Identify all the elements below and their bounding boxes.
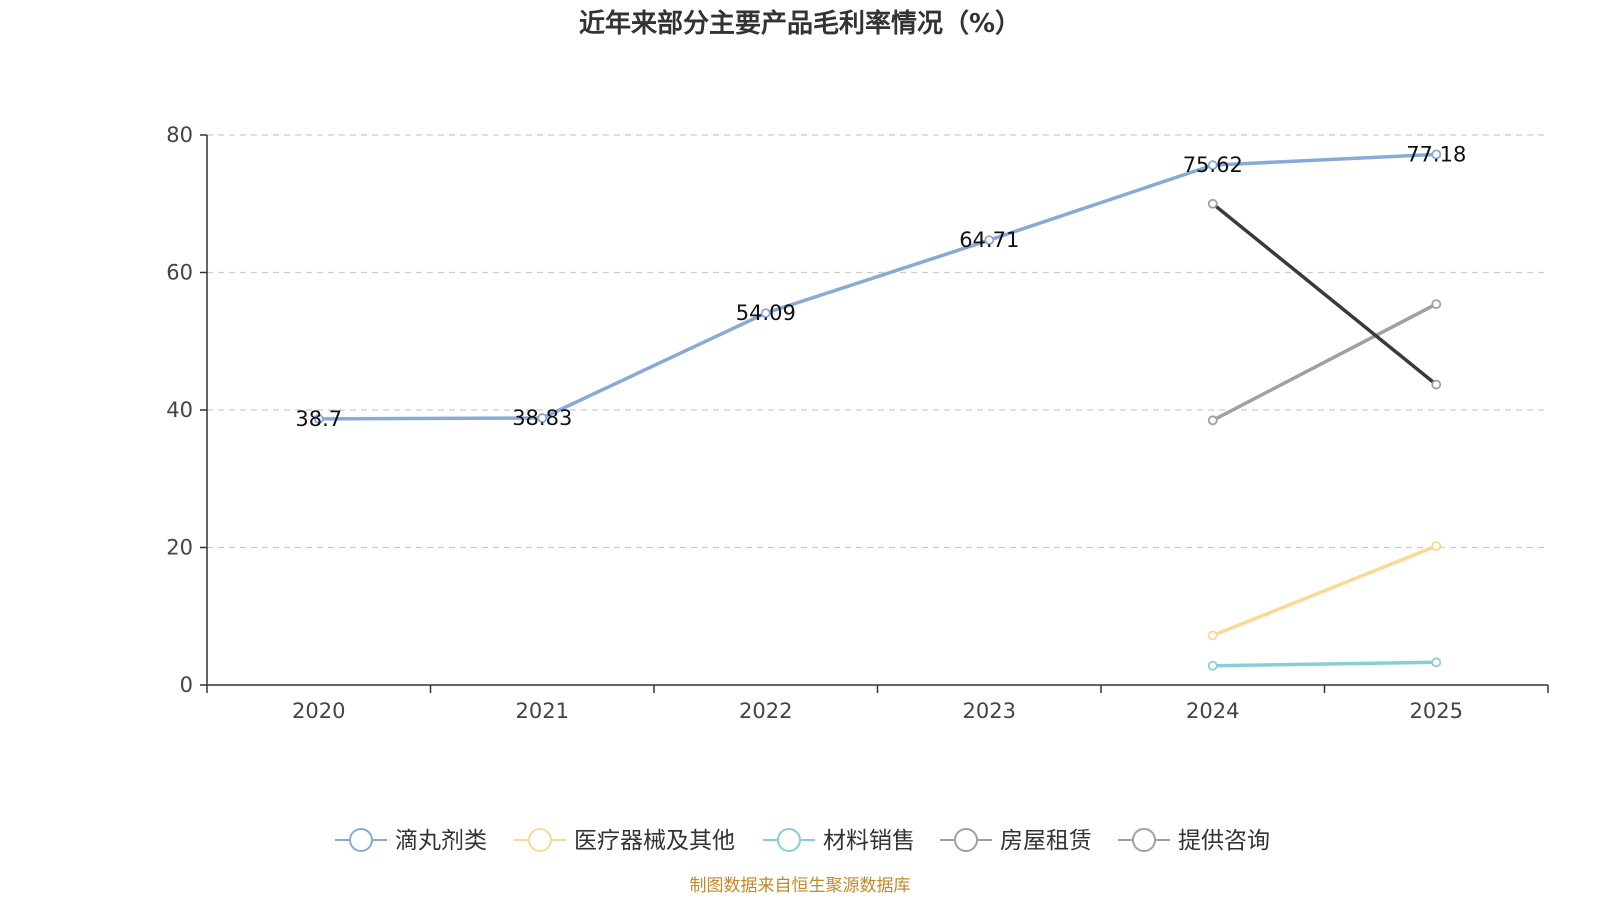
data-point (1431, 299, 1442, 310)
data-labels: 38.7 38.83 54.09 64.71 75.62 77.18 (295, 142, 1466, 431)
x-tick-label: 2024 (1186, 699, 1239, 723)
legend[interactable]: 滴丸剂类 医疗器械及其他 材料销售 房屋租赁 提供咨询 (335, 828, 1270, 854)
grid-lines (207, 134, 1548, 549)
y-tick-label: 80 (166, 123, 193, 147)
series-lines (313, 149, 1442, 671)
legend-item[interactable]: 材料销售 (763, 828, 915, 854)
legend-marker-icon (349, 828, 373, 852)
y-tick-label: 0 (180, 673, 193, 697)
data-label: 54.09 (736, 301, 796, 325)
chart-title: 近年来部分主要产品毛利率情况（%） (579, 8, 1021, 39)
series-line (1211, 302, 1438, 422)
legend-marker-icon (954, 828, 978, 852)
data-label: 77.18 (1406, 142, 1466, 166)
x-tick-label: 2023 (963, 699, 1016, 723)
data-point (984, 235, 995, 246)
legend-item[interactable]: 滴丸剂类 (335, 828, 487, 854)
data-point (1207, 415, 1218, 426)
data-label: 64.71 (959, 228, 1019, 252)
legend-marker-icon (1132, 828, 1156, 852)
legend-marker-icon (528, 828, 552, 852)
legend-label: 材料销售 (823, 828, 915, 854)
axes: 0 20 40 60 80 2020 2021 2022 2023 2024 2025 (166, 123, 1549, 723)
data-point (537, 413, 548, 423)
legend-item[interactable]: 提供咨询 (1118, 828, 1270, 854)
data-point (1431, 149, 1442, 160)
data-label: 38.83 (512, 406, 572, 430)
y-tick-label: 20 (166, 536, 193, 560)
legend-label: 滴丸剂类 (395, 828, 487, 854)
y-tick-label: 60 (166, 261, 193, 285)
data-point (1207, 198, 1218, 209)
data-point (1431, 379, 1442, 390)
data-point (760, 308, 771, 319)
source-note: 制图数据来自恒生聚源数据库 (690, 876, 911, 896)
legend-item[interactable]: 医疗器械及其他 (514, 828, 735, 854)
data-point (1207, 630, 1218, 641)
x-tick-label: 2021 (516, 699, 569, 723)
series-line (318, 152, 1437, 421)
legend-marker-icon (777, 828, 801, 852)
data-label: 75.62 (1183, 153, 1243, 177)
data-point (1431, 541, 1442, 552)
data-point (1207, 160, 1218, 171)
x-tick-label: 2022 (739, 699, 792, 723)
y-tick-label: 40 (166, 398, 193, 422)
legend-label: 房屋租赁 (1000, 828, 1092, 854)
legend-label: 医疗器械及其他 (574, 828, 735, 854)
data-label: 38.7 (295, 407, 342, 431)
series-line (1212, 544, 1437, 638)
legend-item[interactable]: 房屋租赁 (940, 828, 1092, 854)
x-tick-label: 2020 (292, 699, 345, 723)
x-tick-label: 2025 (1410, 699, 1463, 723)
legend-label: 提供咨询 (1178, 828, 1270, 854)
series-line (1212, 660, 1437, 668)
data-point (1431, 657, 1442, 668)
series-line (1211, 202, 1438, 386)
data-point (1207, 660, 1218, 671)
data-point (313, 414, 324, 424)
